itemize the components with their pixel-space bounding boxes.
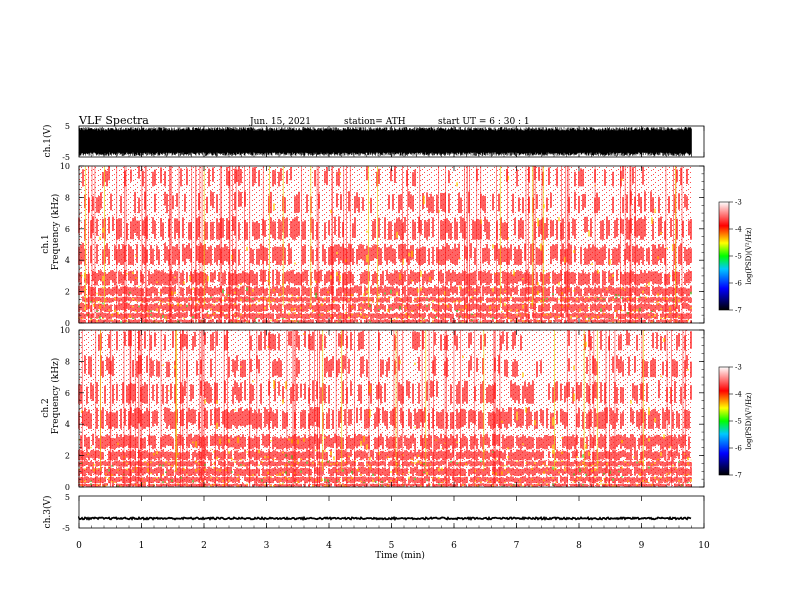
ch3-ytick-top: 5 xyxy=(65,493,70,502)
time-axis: 0 1 2 3 4 5 6 7 8 9 10 xyxy=(76,126,710,551)
ch1-spec-ylabel-line2: Frequency (kHz) xyxy=(50,194,61,271)
freq-tick-label: 2 xyxy=(65,288,70,297)
colorbar-tick-label: -5 xyxy=(735,253,742,261)
ch2-spec-ylabel-line2: Frequency (kHz) xyxy=(50,358,61,435)
colorbar-tick-label: -3 xyxy=(735,199,742,207)
time-tick-label: 1 xyxy=(139,541,145,551)
ch1-spec-ylabel-line1: ch.1 xyxy=(41,234,51,253)
time-tick-label: 10 xyxy=(698,541,710,551)
ch3-ytick-bottom: -5 xyxy=(62,524,70,533)
freq-tick-label: 10 xyxy=(60,162,70,171)
ch2-spectrogram-image xyxy=(78,330,692,487)
ch2-colorbar-gradient xyxy=(718,366,730,476)
time-tick-label: 8 xyxy=(576,541,582,551)
freq-tick-label: 8 xyxy=(65,193,70,202)
ch1-spectrogram-panel: 0 2 4 6 8 10 ch.1 Frequency (kHz) xyxy=(41,162,705,328)
spectrogram-peak-1 xyxy=(90,476,689,484)
spectrogram-peak-4 xyxy=(285,451,584,459)
ch3-ylabel: ch.3(V) xyxy=(42,496,53,529)
ch2-spectrogram-panel: 0 2 4 6 8 10 ch.2 Frequency (kHz) xyxy=(41,326,705,492)
time-tick-label: 2 xyxy=(201,541,207,551)
freq-tick-label: 0 xyxy=(65,483,70,492)
time-axis-label: Time (min) xyxy=(375,550,425,561)
ch1-spectrogram-image xyxy=(78,166,692,323)
ch3-waveform-trace xyxy=(78,515,692,521)
time-tick-label: 3 xyxy=(264,541,270,551)
time-tick-label: 0 xyxy=(76,541,82,551)
freq-tick-label: 4 xyxy=(65,256,70,265)
freq-tick-label: 4 xyxy=(65,420,70,429)
ch1-ylabel: ch.1(V) xyxy=(42,125,53,158)
ch1-frequency-ticks: 0 2 4 6 8 10 xyxy=(60,162,704,328)
ch1-colorbar: -3 -4 -5 -6 -7 log(PSD)(V²/Hz) xyxy=(718,199,753,315)
spectrogram-peak-2 xyxy=(96,302,653,312)
time-tick-label: 9 xyxy=(639,541,645,551)
ch2-colorbar-ticks: -3 -4 -5 -6 -7 xyxy=(729,364,742,480)
spectrogram-hot-7 xyxy=(99,217,662,240)
time-tick-label: 7 xyxy=(514,541,520,551)
spectrogram-sferics-strong xyxy=(84,166,676,308)
ch2-colorbar-label: log(PSD)(V²/Hz) xyxy=(745,392,753,449)
colorbar-tick-label: -6 xyxy=(735,280,742,288)
ch1-colorbar-gradient xyxy=(718,201,730,311)
station-label: station= ATH xyxy=(344,117,406,127)
ch2-frequency-ticks: 0 2 4 6 8 10 xyxy=(60,326,704,492)
ch1-waveform-line xyxy=(78,126,692,157)
colorbar-tick-label: -4 xyxy=(735,391,742,399)
time-tick-label: 4 xyxy=(326,541,332,551)
colorbar-tick-label: -3 xyxy=(735,364,742,372)
spectrogram-peak-3 xyxy=(90,296,674,303)
colorbar-tick-label: -7 xyxy=(735,472,742,480)
colorbar-tick-label: -7 xyxy=(735,307,742,315)
time-tick-label: 5 xyxy=(389,541,395,551)
colorbar-tick-label: -6 xyxy=(735,445,742,453)
colorbar-tick-label: -5 xyxy=(735,418,742,426)
freq-tick-label: 2 xyxy=(65,452,70,461)
ch1-ytick-top: 5 xyxy=(65,122,70,131)
ch3-waveform-line xyxy=(78,515,692,521)
spectrogram-sferics xyxy=(81,330,686,487)
spectrogram-hot-9 xyxy=(339,172,623,187)
date-label: Jun. 15, 2021 xyxy=(249,117,311,127)
freq-tick-label: 8 xyxy=(65,357,70,366)
spectrogram-sferics-strong xyxy=(100,330,644,472)
start-ut-label: start UT = 6 : 30 : 1 xyxy=(438,117,530,127)
ch1-colorbar-label: log(PSD)(V²/Hz) xyxy=(745,227,753,284)
freq-tick-label: 0 xyxy=(65,319,70,328)
ch1-colorbar-ticks: -3 -4 -5 -6 -7 xyxy=(729,199,742,315)
colorbar-tick-label: -4 xyxy=(735,226,742,234)
ch1-ytick-bottom: -5 xyxy=(62,153,70,162)
ch2-colorbar: -3 -4 -5 -6 -7 log(PSD)(V²/Hz) xyxy=(718,364,753,480)
freq-tick-label: 6 xyxy=(65,225,70,234)
spectrogram-band-9 xyxy=(98,330,692,351)
figure-title: VLF Spectra xyxy=(78,114,149,127)
freq-tick-label: 10 xyxy=(60,326,70,335)
freq-tick-label: 6 xyxy=(65,389,70,398)
ch2-spec-ylabel-line1: ch.2 xyxy=(41,398,51,417)
time-tick-label: 6 xyxy=(451,541,457,551)
spectrogram-hot-4 xyxy=(87,449,692,461)
spectrogram-sferics xyxy=(88,166,683,323)
spectrogram-hot-9 xyxy=(267,333,665,348)
ch1-waveform-trace xyxy=(78,126,692,157)
spectrogram-hot-7 xyxy=(168,380,671,404)
